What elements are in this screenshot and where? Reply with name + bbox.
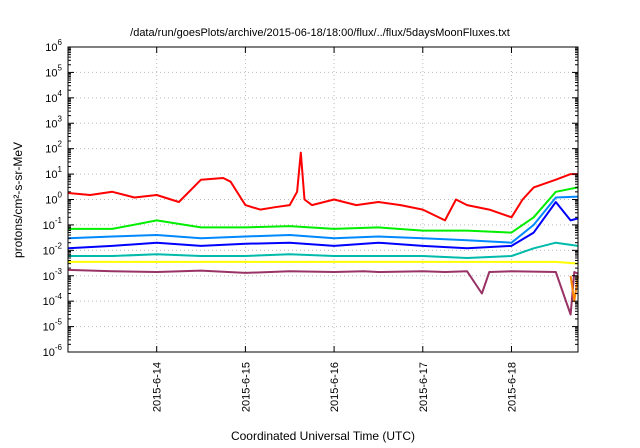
y-tick-base: 10 <box>43 347 55 359</box>
y-tick-base: 10 <box>45 67 57 79</box>
y-tick-exponent: 5 <box>58 63 63 72</box>
y-tick-exponent: -2 <box>55 241 63 250</box>
y-tick-exponent: -1 <box>55 216 63 225</box>
chart-title: /data/run/goesPlots/archive/2015-06-18/1… <box>130 27 510 39</box>
y-tick-label: 104 <box>45 89 62 105</box>
y-tick-exponent: 4 <box>58 89 63 98</box>
y-tick-base: 10 <box>45 93 57 105</box>
y-tick-base: 10 <box>43 296 55 308</box>
x-tick-label: 2015-6-14 <box>152 362 164 412</box>
y-tick-label: 105 <box>45 63 62 79</box>
series-line-2 <box>68 186 579 234</box>
y-tick-exponent: 2 <box>58 140 63 149</box>
y-tick-exponent: -3 <box>55 267 63 276</box>
series-group <box>67 151 579 316</box>
y-tick-label: 10-1 <box>43 216 63 232</box>
y-tick-base: 10 <box>43 245 55 257</box>
y-tick-exponent: 1 <box>58 165 63 174</box>
series-line-5 <box>68 241 579 259</box>
y-tick-base: 10 <box>45 169 57 181</box>
y-tick-exponent: 3 <box>58 114 63 123</box>
y-tick-label: 10-2 <box>43 241 63 257</box>
series-line-1 <box>67 151 578 222</box>
y-tick-label: 102 <box>45 140 62 156</box>
y-tick-label: 101 <box>45 165 62 181</box>
y-tick-exponent: -4 <box>55 292 63 301</box>
y-tick-label: 103 <box>45 114 62 130</box>
y-tick-base: 10 <box>43 322 55 334</box>
x-tick-label: 2015-6-18 <box>506 362 518 412</box>
x-tick-label: 2015-6-16 <box>329 362 341 412</box>
y-tick-base: 10 <box>45 144 57 156</box>
x-axis: 2015-6-14 2015-6-15 2015-6-16 2015-6-17 2015… <box>152 47 518 412</box>
y-tick-exponent: -5 <box>55 318 63 327</box>
y-tick-base: 10 <box>45 195 57 207</box>
y-tick-label: 10-3 <box>43 267 63 283</box>
x-axis-title: Coordinated Universal Time (UTC) <box>231 429 415 443</box>
series-line-6 <box>68 260 579 265</box>
x-tick-label: 2015-6-17 <box>418 362 430 412</box>
y-tick-base: 10 <box>45 118 57 130</box>
y-tick-label: 100 <box>45 191 62 207</box>
y-tick-base: 10 <box>43 220 55 232</box>
y-tick-label: 10-5 <box>43 318 63 334</box>
y-axis-title: protons/cm²-s-sr-MeV <box>11 142 25 258</box>
y-tick-exponent: 0 <box>58 191 63 200</box>
y-axis: 10-610-510-410-310-210-11001011021031041… <box>43 38 578 359</box>
x-tick-label: 2015-6-15 <box>240 362 252 412</box>
series-line-3 <box>67 201 579 250</box>
grid <box>68 47 578 352</box>
y-tick-label: 10-6 <box>43 343 63 359</box>
y-tick-base: 10 <box>45 42 57 54</box>
y-tick-exponent: 6 <box>58 38 63 47</box>
y-tick-label: 10-4 <box>43 292 63 308</box>
y-tick-exponent: -6 <box>55 343 63 352</box>
series-line-7 <box>67 268 579 316</box>
series-line-4 <box>67 195 579 244</box>
y-tick-base: 10 <box>43 271 55 283</box>
y-tick-label: 106 <box>45 38 62 54</box>
